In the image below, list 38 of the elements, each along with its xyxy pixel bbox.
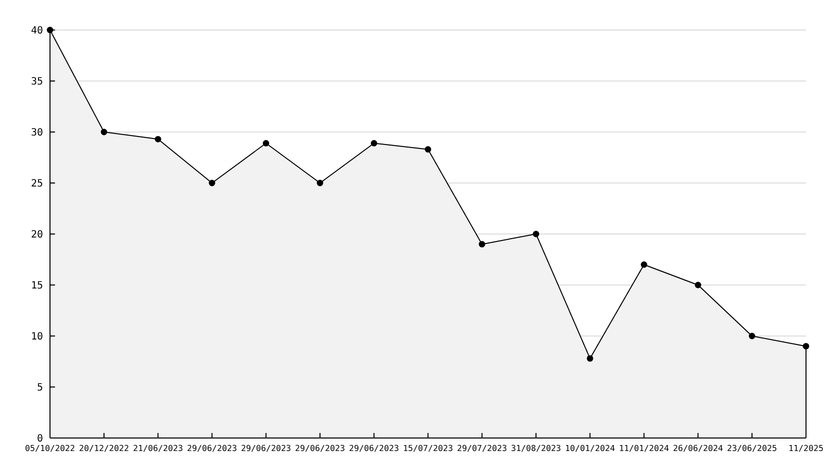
y-tick-label: 35 bbox=[30, 76, 43, 88]
point bbox=[694, 282, 702, 288]
x-tick-label: 29/06/2023 bbox=[187, 443, 237, 453]
x-tick-label: 20/12/2022 bbox=[79, 443, 129, 453]
x-tick-label: 26/06/2024 bbox=[673, 443, 723, 453]
y-tick-label: 40 bbox=[30, 26, 43, 36]
point bbox=[586, 355, 594, 362]
x-tick-label: 05/10/2022 bbox=[25, 443, 75, 453]
x-tick-label: 21/06/2023 bbox=[133, 443, 183, 453]
x-tick-label: 11/2025 bbox=[788, 443, 824, 453]
x-tick-label: 29/06/2023 bbox=[295, 443, 345, 453]
x-tick-label: 23/06/2025 bbox=[727, 443, 777, 453]
y-tick-label: 30 bbox=[30, 128, 43, 138]
point bbox=[640, 261, 648, 268]
point bbox=[262, 140, 270, 146]
x-tick-label: 10/01/2024 bbox=[565, 443, 615, 453]
point bbox=[478, 241, 486, 248]
point bbox=[208, 180, 216, 186]
point bbox=[370, 140, 378, 146]
y-tick-label: 0 bbox=[36, 434, 43, 444]
y-tick-label: 25 bbox=[30, 178, 43, 190]
point bbox=[802, 343, 810, 350]
y-tick-label: 15 bbox=[30, 280, 43, 292]
x-tick-label: 29/06/2023 bbox=[349, 443, 399, 453]
x-tick-label: 29/07/2023 bbox=[457, 443, 507, 453]
y-tick-label: 20 bbox=[30, 230, 43, 240]
point bbox=[154, 136, 162, 142]
x-tick-label: 31/08/2023 bbox=[511, 443, 561, 453]
x-tick-label: 11/01/2024 bbox=[619, 443, 669, 453]
point bbox=[532, 230, 540, 238]
point bbox=[316, 180, 324, 186]
y-tick-label: 10 bbox=[30, 332, 43, 342]
point bbox=[100, 128, 108, 136]
x-tick-label: 29/06/2023 bbox=[241, 443, 291, 453]
x-tick-label: 15/07/2023 bbox=[403, 443, 453, 453]
y-tick-label: 5 bbox=[36, 382, 43, 394]
point bbox=[424, 146, 432, 153]
point bbox=[748, 332, 756, 340]
